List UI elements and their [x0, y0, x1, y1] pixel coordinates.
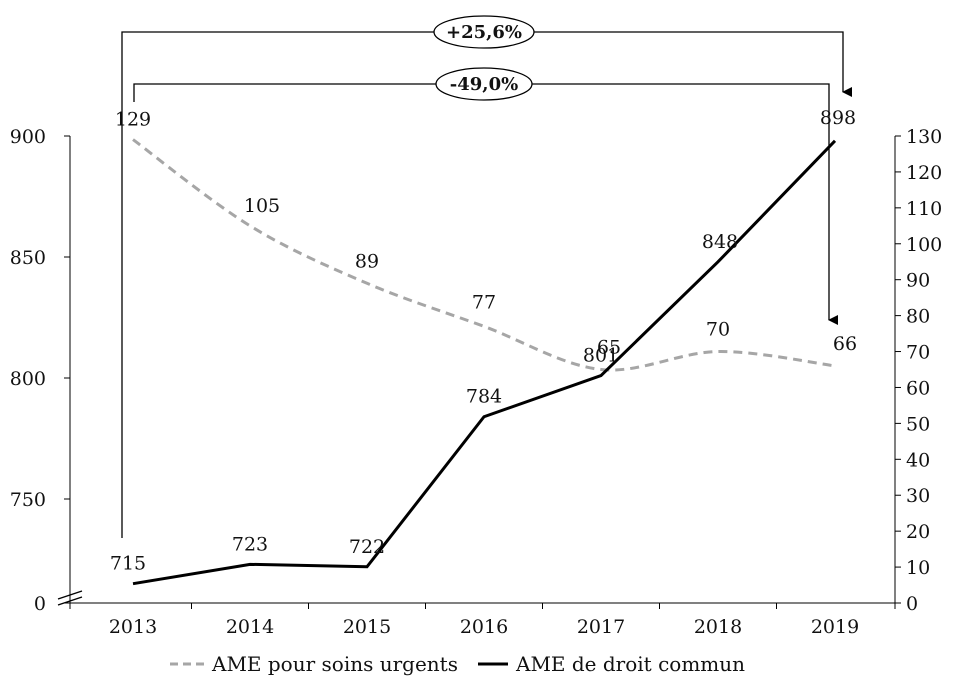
data-label-droit-commun: 801	[583, 345, 619, 367]
axis-break-mark	[57, 590, 83, 600]
chart-legend: AME pour soins urgents AME de droit commu…	[170, 652, 745, 676]
chart-data-labels: 129 105 89 77 65 70 66 715 723 722 784 801 848 898	[110, 107, 857, 575]
chart-ticks: 0 750 800 850 900 0 10 20 30 40 50 60 70 80 90 100 110 12…	[10, 126, 943, 638]
x-tick-label: 2019	[811, 616, 859, 638]
x-tick-label: 2014	[226, 616, 274, 638]
right-tick-label: 50	[906, 413, 930, 435]
left-tick-label: 750	[10, 489, 46, 511]
right-tick-label: 10	[906, 557, 930, 579]
right-tick-label: 70	[906, 342, 930, 364]
data-label-droit-commun: 784	[466, 386, 502, 408]
x-tick-label: 2017	[577, 616, 625, 638]
data-label-soins-urgents: 77	[472, 291, 496, 313]
series-line-ame-droit-commun	[132, 139, 837, 586]
left-tick-label: 0	[34, 593, 46, 615]
left-tick-label: 800	[10, 368, 46, 390]
chart-series	[132, 138, 837, 586]
right-tick-label: 60	[906, 377, 930, 399]
data-label-droit-commun: 898	[820, 107, 856, 129]
data-label-soins-urgents: 70	[706, 319, 730, 341]
legend-label-soins-urgents: AME pour soins urgents	[211, 652, 458, 676]
data-label-soins-urgents: 89	[355, 250, 379, 272]
legend-label-droit-commun: AME de droit commun	[515, 652, 745, 676]
right-tick-label: 0	[906, 593, 918, 615]
right-tick-label: 40	[906, 449, 930, 471]
bracket-badge-soins-urgents	[435, 67, 533, 101]
bracket-arrow-droit-commun	[121, 31, 852, 538]
axis-break-mark	[57, 596, 83, 606]
data-label-soins-urgents: 66	[833, 333, 857, 355]
bracket-label-soins-urgents: -49,0%	[450, 74, 518, 95]
data-label-soins-urgents: 129	[115, 109, 151, 131]
bracket-arrow-soins-urgents	[133, 83, 838, 325]
chart-annotations: +25,6% -49,0%	[121, 15, 852, 538]
right-tick-label: 30	[906, 485, 930, 507]
data-label-droit-commun: 715	[110, 553, 146, 575]
chart-axes	[57, 136, 896, 606]
bracket-label-droit-commun: +25,6%	[446, 22, 522, 43]
data-label-soins-urgents: 105	[244, 195, 280, 217]
x-tick-label: 2015	[343, 616, 391, 638]
left-tick-label: 850	[10, 247, 46, 269]
right-tick-label: 130	[906, 126, 942, 148]
data-label-droit-commun: 722	[349, 536, 385, 558]
left-tick-label: 900	[10, 126, 46, 148]
right-tick-label: 20	[906, 521, 930, 543]
right-tick-label: 100	[906, 234, 942, 256]
right-tick-label: 90	[906, 270, 930, 292]
x-tick-label: 2013	[109, 616, 157, 638]
data-label-droit-commun: 848	[702, 231, 738, 253]
right-tick-label: 110	[906, 198, 942, 220]
x-tick-label: 2018	[694, 616, 742, 638]
x-tick-label: 2016	[460, 616, 508, 638]
data-label-soins-urgents: 65	[597, 337, 621, 359]
bracket-badge-droit-commun	[433, 15, 535, 49]
data-label-droit-commun: 723	[232, 533, 268, 555]
right-tick-label: 120	[906, 162, 942, 184]
right-tick-label: 80	[906, 306, 930, 328]
